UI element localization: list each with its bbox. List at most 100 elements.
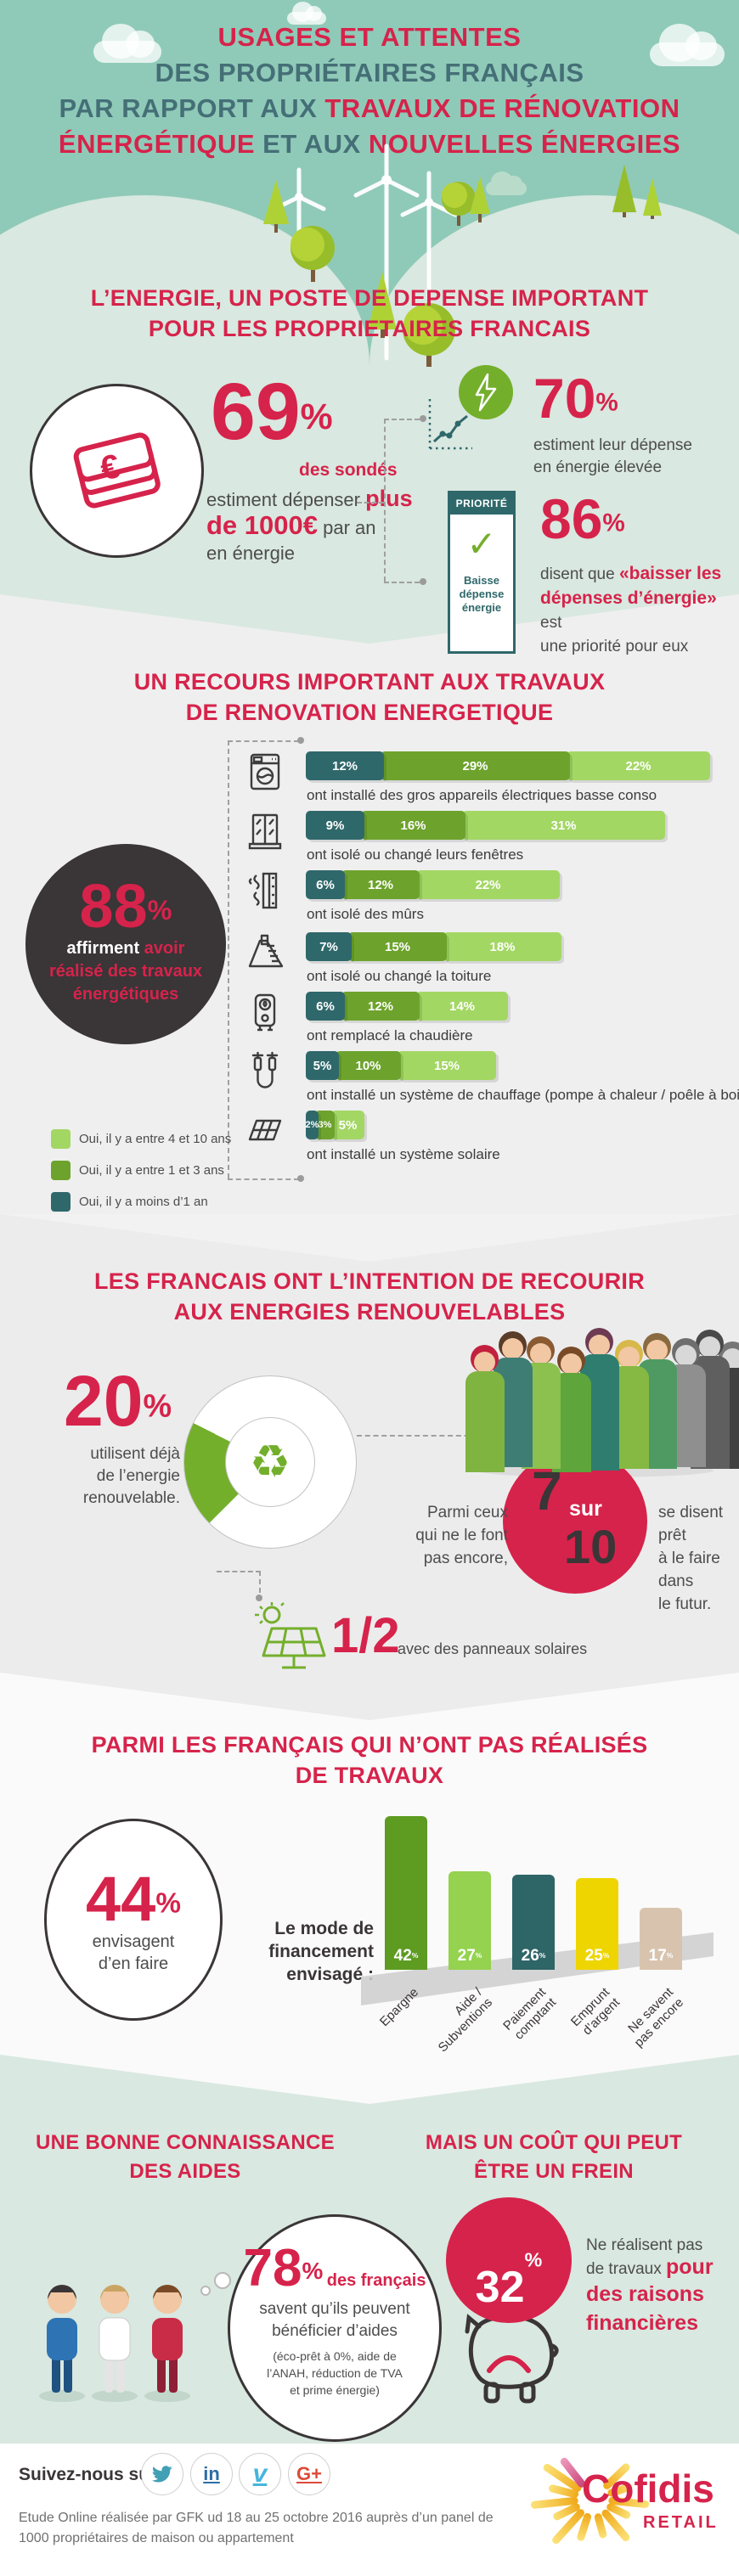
finance-bar-value: 25% [584, 1947, 610, 1965]
ratio-denominator: 10 [564, 1520, 618, 1573]
bar-segment: 15% [348, 932, 447, 961]
stat-69-sub: des sondés [299, 460, 398, 480]
connector-dot [256, 1595, 262, 1601]
legend-label: Oui, il y a moins d’1 an [79, 1195, 208, 1209]
stat-44: 44% [86, 1864, 181, 1934]
person-face [502, 1338, 523, 1359]
connector-dot [297, 737, 304, 744]
person-figure [667, 1338, 706, 1467]
energy-title-line1: L’ENERGIE, UN POSTE DE DEPENSE IMPORTANT [90, 285, 649, 311]
reno-stacked-bar: 5% 10% 15% [306, 1051, 496, 1080]
energy-trend-chart [428, 399, 472, 450]
study-note: Etude Online réalisée par GFK ud 18 au 2… [19, 2511, 494, 2545]
person-face [675, 1345, 697, 1366]
person-face [699, 1336, 720, 1358]
wall-icon [245, 870, 285, 911]
connector-line [217, 1571, 261, 1572]
person-face [618, 1347, 640, 1368]
stat-44-text: envisagent d’en faire [92, 1932, 175, 1973]
reno-row: 2% 3% 5% ont installé un système solaire [0, 1111, 739, 1168]
euro-circle: € [30, 384, 204, 558]
stat-20: 20% [64, 1361, 172, 1441]
social-icon-twitter[interactable] [141, 2453, 183, 2495]
cost-title-line2: ÊTRE UN FREIN [474, 2160, 634, 2183]
stat-88-circle: 88% affirment avoir réalisé des travaux … [25, 844, 226, 1044]
thought-bubble [200, 2286, 211, 2296]
social-icon-vimeo[interactable]: v [239, 2453, 281, 2495]
person-face [589, 1335, 610, 1356]
header-title-line2: DES PROPRIÉTAIRES FRANÇAIS [155, 58, 584, 87]
finance-title-line2: DE TRAVAUX [295, 1763, 444, 1788]
stat-78-smallprint: (éco-prêt à 0%, aide de l’ANAH, réduction… [267, 2349, 403, 2397]
bar-segment: 14% [416, 992, 508, 1021]
renew-title-line2: AUX ENERGIES RENOUVELABLES [173, 1299, 566, 1325]
finance-chart-label: Le mode de financement envisagé : [268, 1919, 374, 1984]
reno-row: 6% 12% 14% ont remplacé la chaudière [0, 992, 739, 1049]
connector-dot [297, 1175, 304, 1182]
stat-32-text: Ne réalisent pas de travaux pour des rai… [586, 2236, 714, 2335]
stat-44-circle: 44% envisagent d’en faire [44, 1819, 223, 2021]
connector-line [384, 582, 420, 583]
finance-bar: 27% [448, 1871, 491, 1970]
stat-half-label: avec des panneaux solaires [398, 1640, 588, 1657]
bar-segment: 22% [567, 751, 710, 780]
reno-stacked-bar: 6% 12% 14% [306, 992, 508, 1021]
heater-icon [245, 1051, 285, 1092]
bar-segment: 12% [341, 992, 420, 1021]
finance-bar-value: 17% [648, 1947, 674, 1965]
euro-notes-icon: € [73, 432, 161, 509]
cloud-icon [287, 2, 326, 25]
stat-70: 70% [533, 367, 618, 430]
person-face [474, 1352, 495, 1373]
checkmark-icon: ✓ [466, 524, 497, 564]
ratio-right-text: se disent prêt à le faire dans le futur. [658, 1504, 724, 1613]
bar-segment: 29% [381, 751, 570, 780]
ratio-circle: 7 sur 10 [503, 1449, 647, 1594]
reno-stacked-bar: 12% 29% 22% [306, 751, 710, 780]
header-title-line3: PAR RAPPORT AUX TRAVAUX DE RÉNOVATION [59, 93, 680, 123]
stat-32-circle: 32% [446, 2197, 572, 2323]
bar-category-label: ont installé des gros appareils électriq… [307, 787, 657, 803]
renew-title-line1: LES FRANCAIS ONT L’INTENTION DE RECOURIR [93, 1268, 645, 1294]
social-icon-google-plus[interactable]: G+ [288, 2453, 330, 2495]
bar-category-label: ont isolé des mûrs [307, 906, 424, 922]
legend-swatch [51, 1161, 71, 1180]
ratio-left-text: Parmi ceux qui ne le font pas encore, [415, 1504, 508, 1567]
crowd-illustration [465, 1323, 739, 1476]
thought-bubble [214, 2272, 231, 2289]
cloud-icon [486, 171, 527, 195]
landscape-trees-turbines [263, 143, 662, 367]
finance-bar-value: 42% [393, 1947, 419, 1965]
lightning-icon [475, 373, 497, 412]
bar-segment: 3% [315, 1111, 335, 1139]
logo-name: Cofidis [582, 2466, 714, 2511]
bar-segment: 31% [462, 811, 665, 840]
reno-row: 7% 15% 18% ont isolé ou changé la toiture [0, 932, 739, 990]
reno-row: 12% 29% 22% ont installé des gros appareils… [0, 751, 739, 809]
bar-category-label: ont isolé ou changé leurs fenêtres [307, 846, 524, 863]
boiler-icon [245, 992, 285, 1032]
connector-line [384, 419, 386, 582]
connector-line [357, 1435, 486, 1437]
cofidis-logo: Cofidis RETAIL [505, 2427, 739, 2576]
legend-label: Oui, il y a entre 1 et 3 ans [79, 1163, 224, 1178]
reno-row: 9% 16% 31% ont isolé ou changé leurs fenêtr… [0, 811, 739, 869]
aid-title-line1: UNE BONNE CONNAISSANCE [36, 2131, 335, 2154]
follow-label: Suivez-nous sur : [19, 2465, 168, 2484]
person-face [646, 1340, 668, 1361]
finance-bar: 17% [640, 1908, 682, 1970]
bar-segment: 6% [306, 992, 345, 1021]
person-face [530, 1343, 551, 1364]
person-figure [465, 1345, 505, 1472]
reno-title-line1: UN RECOURS IMPORTANT AUX TRAVAUX [133, 669, 606, 695]
recycle-icon: ♻ [225, 1417, 315, 1507]
bar-segment: 12% [306, 751, 384, 780]
stat-69-text: estiment dépenser plus de 1000€ par an e… [206, 486, 413, 564]
bar-segment: 15% [398, 1051, 496, 1080]
stat-69: 69% [211, 367, 333, 457]
connector-line [228, 740, 229, 1178]
bar-segment: 7% [306, 932, 352, 961]
stat-86-text: disent que «baisser les dépenses d’énerg… [540, 564, 722, 655]
connector-line [384, 419, 420, 420]
social-icon-linkedin[interactable]: in [190, 2453, 233, 2495]
